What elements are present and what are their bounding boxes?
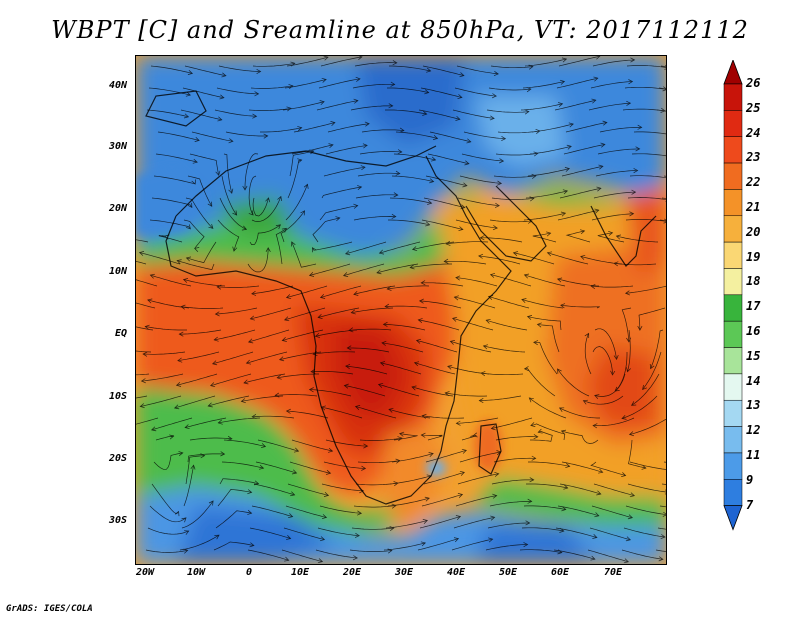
- colorbar: [723, 60, 743, 531]
- lat-label-20s: 20S: [108, 453, 127, 464]
- lat-label-20n: 20N: [108, 203, 127, 214]
- lon-label-50e: 50E: [498, 567, 518, 578]
- lon-label-70e: 70E: [603, 567, 623, 578]
- colorbar-label: 23: [746, 150, 761, 165]
- colorbar-label: 25: [746, 100, 761, 115]
- lon-label-20e: 20E: [342, 567, 362, 578]
- lon-label-20w: 20W: [135, 567, 155, 578]
- colorbar-segment: [723, 426, 743, 454]
- lon-label-10w: 10W: [186, 567, 206, 578]
- colorbar-segment: [723, 215, 743, 243]
- colorbar-label: 24: [746, 125, 761, 140]
- colorbar-segment: [723, 268, 743, 296]
- colorbar-label: 9: [746, 472, 754, 487]
- grads-footer: GrADS: IGES/COLA: [6, 604, 93, 614]
- lat-label-10s: 10S: [108, 391, 127, 402]
- lat-label-30n: 30N: [108, 141, 127, 152]
- lon-label-60e: 60E: [550, 567, 570, 578]
- colorbar-bottom-arrow: [723, 505, 743, 531]
- colorbar-top-arrow: [723, 60, 743, 85]
- lon-label-30e: 30E: [394, 567, 414, 578]
- wbpt-field: [136, 56, 666, 564]
- colorbar-label: 19: [746, 249, 761, 264]
- lon-label-10e: 10E: [290, 567, 310, 578]
- colorbar-segment: [723, 189, 743, 217]
- lat-label-30s: 30S: [108, 515, 127, 526]
- colorbar-label: 21: [746, 200, 761, 214]
- colorbar-label: 22: [746, 175, 761, 190]
- colorbar-label: 26: [746, 76, 761, 90]
- lat-label-40n: 40N: [108, 80, 127, 91]
- colorbar-segment: [723, 110, 743, 137]
- colorbar-label: 18: [746, 274, 761, 289]
- colorbar-segment: [723, 136, 743, 164]
- colorbar-label: 15: [746, 348, 761, 363]
- lat-label-10n: 10N: [108, 266, 127, 277]
- colorbar-label: 12: [746, 423, 761, 438]
- lon-label-40e: 40E: [446, 567, 466, 578]
- lon-label-0: 0: [245, 567, 253, 578]
- colorbar-segment: [723, 399, 743, 427]
- colorbar-segment: [723, 294, 743, 322]
- colorbar-label: 14: [746, 373, 761, 388]
- colorbar-segment: [723, 241, 743, 269]
- colorbar-label: 17: [746, 299, 761, 314]
- colorbar-label: 11: [746, 448, 761, 463]
- colorbar-segment: [723, 452, 743, 480]
- lat-label-eq: EQ: [114, 328, 127, 339]
- colorbar-segment: [723, 479, 743, 506]
- colorbar-label: 16: [746, 324, 761, 339]
- colorbar-label: 20: [746, 224, 761, 239]
- map-plot-area: [135, 55, 667, 565]
- colorbar-label: 7: [746, 497, 754, 512]
- colorbar-segment: [723, 347, 743, 375]
- colorbar-segment: [723, 320, 743, 348]
- colorbar-segment: [723, 83, 743, 111]
- colorbar-segment: [723, 162, 743, 190]
- map-title: WBPT [C] and Sreamline at 850hPa, VT: 20…: [51, 16, 749, 44]
- colorbar-segment: [723, 373, 743, 401]
- colorbar-label: 13: [746, 398, 761, 413]
